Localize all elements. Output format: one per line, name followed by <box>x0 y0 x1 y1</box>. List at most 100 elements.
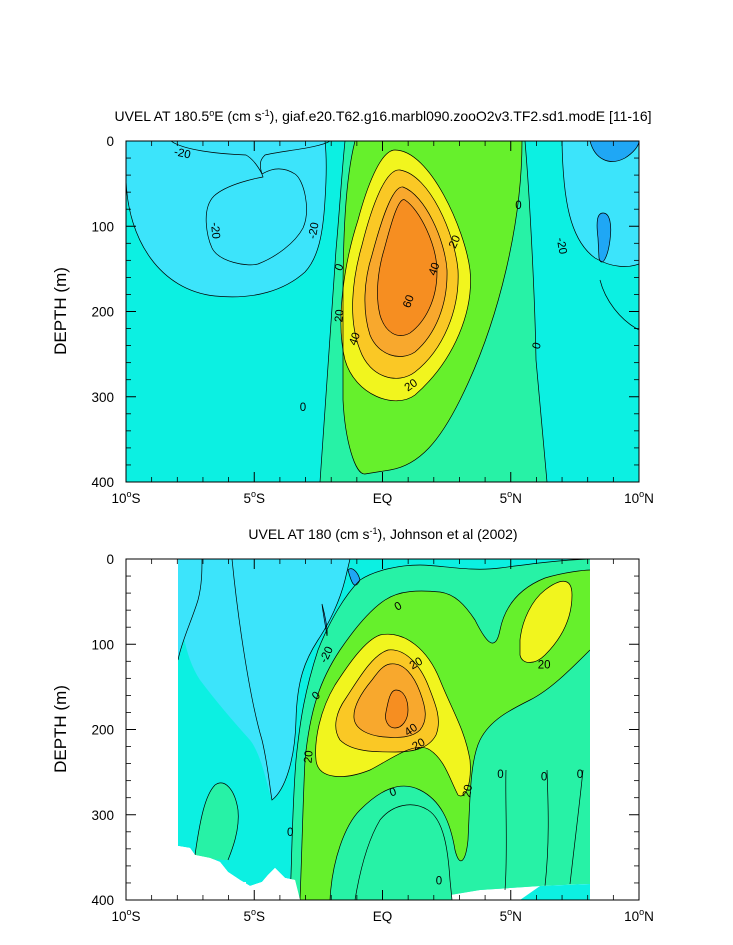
fill-band-neg20-neg10-east <box>562 141 639 267</box>
contour-0-east-a <box>504 769 507 891</box>
fill-band-20-30-east <box>520 581 572 663</box>
contour-20 <box>315 633 471 797</box>
contour-label: 20 <box>461 784 475 799</box>
contour-neg10-west <box>177 559 203 661</box>
x-tick-label: 10oN <box>624 489 654 506</box>
fill-band-lt-neg20-ne <box>590 141 639 162</box>
contour-neg20-east <box>589 141 639 162</box>
fill-band-50-60 <box>377 199 437 336</box>
contour-label: 0 <box>515 200 521 212</box>
fill-band-50-60 <box>385 690 408 728</box>
contour-label: 20 <box>303 750 316 764</box>
contour-label: -20 <box>173 146 192 161</box>
contour-label: 60 <box>401 294 417 310</box>
y-tick-label: 100 <box>91 637 114 652</box>
missing-data-stair <box>178 846 300 900</box>
fill-band-lt-neg20-b <box>348 568 360 586</box>
contour-label: 0 <box>393 600 405 614</box>
contour-label: 40 <box>347 331 363 347</box>
top-panel: UVEL AT 180.5oE (cm s-1), giaf.e20.T62.g… <box>51 108 654 506</box>
contour-0-east-c <box>569 769 584 885</box>
contour-30 <box>352 169 459 379</box>
contour-neg10-far-east <box>599 279 639 331</box>
fill-band-0-10-center <box>355 804 452 900</box>
contour-50 <box>385 689 409 729</box>
contour-neg10-main <box>231 559 351 801</box>
contour-30 <box>335 649 439 753</box>
contour-label: 20 <box>408 655 425 672</box>
y-tick-label: 300 <box>91 808 114 823</box>
contour-neg20-west <box>170 141 331 266</box>
contour-neg20-a <box>321 603 328 637</box>
bottom-panel-title: UVEL AT 180 (cm s-1), Johnson et al (200… <box>248 526 517 542</box>
y-tick-label: 200 <box>91 723 114 738</box>
top-panel-ylabel: DEPTH (m) <box>51 267 70 355</box>
contour-label: 20 <box>410 736 427 753</box>
contour-label: 0 <box>436 875 442 887</box>
x-tick-label: 5oS <box>243 907 265 924</box>
contour-lines <box>126 141 639 482</box>
contour-0-center <box>354 804 453 900</box>
contour-label: -20 <box>208 222 221 240</box>
y-tick-label: 300 <box>91 390 114 405</box>
fill-band-neg20-west-inner <box>178 559 202 660</box>
contour-neg10-west <box>126 141 327 298</box>
contour-label: 0 <box>388 786 398 799</box>
contour-label: 0 <box>531 341 544 350</box>
contour-label: 20 <box>447 234 463 251</box>
x-tick-label: 10oS <box>111 489 140 506</box>
contour-label: 40 <box>427 261 443 277</box>
top-panel-title: UVEL AT 180.5oE (cm s-1), giaf.e20.T62.g… <box>114 108 651 124</box>
bottom-panel-ylabel: DEPTH (m) <box>51 685 70 773</box>
contour-10 <box>342 141 523 475</box>
contour-20 <box>340 149 471 402</box>
contour-lines <box>177 559 591 900</box>
y-tick-label: 400 <box>91 475 114 490</box>
contour-label: 0 <box>333 262 346 272</box>
x-tick-label: 5oN <box>500 907 522 924</box>
fill-band-neg20-neg10 <box>178 559 350 800</box>
contour-label: 20 <box>333 309 346 323</box>
contour-20-east <box>519 580 573 663</box>
y-tick-label: 0 <box>106 552 114 567</box>
y-tick-label: 400 <box>91 893 114 908</box>
contour-label: 0 <box>300 402 306 414</box>
contour-label: 0 <box>577 769 583 781</box>
contour-40 <box>353 663 426 738</box>
x-tick-label: 10oS <box>111 907 140 924</box>
y-tick-label: 200 <box>91 305 114 320</box>
contour-0-east-b <box>544 769 549 887</box>
contour-neg20-east-core <box>596 212 612 263</box>
contour-neg10-east <box>561 141 639 267</box>
x-tick-label: 5oS <box>243 489 265 506</box>
contour-0-west <box>319 141 346 482</box>
contour-label: 0 <box>541 771 547 783</box>
contour-label: 20 <box>403 377 420 394</box>
fill-band-neg20-neg10-west <box>126 141 327 297</box>
contour-0-east <box>524 141 548 482</box>
contour-label: 0 <box>287 827 293 839</box>
x-tick-label: 10oN <box>624 907 654 924</box>
missing-data-east <box>500 559 639 900</box>
contour-label: -20 <box>307 221 322 239</box>
bottom-panel: UVEL AT 180 (cm s-1), Johnson et al (200… <box>51 526 654 924</box>
x-tick-label: EQ <box>373 491 393 506</box>
contour-label: -20 <box>554 237 569 255</box>
y-tick-label: 100 <box>91 219 114 234</box>
missing-data-region <box>126 559 300 900</box>
contour-50 <box>377 199 438 336</box>
contour-0-western <box>194 782 239 861</box>
contour-10-east <box>329 649 591 900</box>
fill-band-neg10-0-east-strip <box>520 884 590 900</box>
x-tick-label: EQ <box>373 909 393 924</box>
contour-0 <box>289 559 591 900</box>
x-tick-label: 5oN <box>500 489 522 506</box>
contour-label: 20 <box>538 660 551 672</box>
y-tick-label: 0 <box>106 134 114 149</box>
